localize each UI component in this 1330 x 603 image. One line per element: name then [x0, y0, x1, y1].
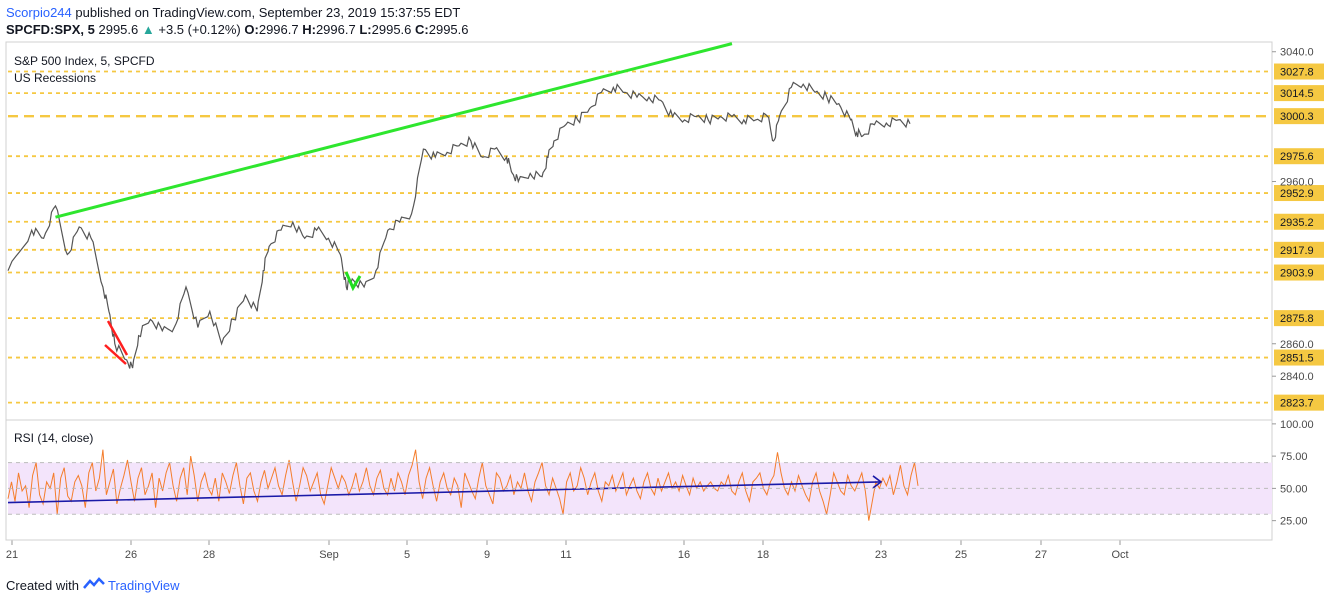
level-label-bg	[1274, 394, 1324, 411]
rsi-trend-arrow[interactable]	[7, 481, 881, 504]
up-arrow-icon: ▲	[141, 22, 155, 37]
author-link[interactable]: Scorpio244	[6, 5, 72, 20]
level-label-bg	[1274, 264, 1324, 281]
price-change: +3.5 (+0.12%)	[158, 22, 241, 37]
level-label: 2823.7	[1280, 398, 1314, 410]
rsi-y-tick-label: 50.00	[1280, 483, 1308, 495]
x-tick-label: 5	[404, 549, 410, 561]
level-label: 2851.5	[1280, 353, 1314, 365]
y-tick-label: 2960.0	[1280, 177, 1314, 189]
level-label: 2875.8	[1280, 313, 1314, 325]
symbol-quote: SPCFD:SPX, 5 2995.6 ▲ +3.5 (+0.12%) O:29…	[6, 21, 469, 39]
low-value: 2995.6	[371, 22, 412, 37]
low-label: L:	[359, 22, 372, 37]
rsi-y-axis[interactable]: 100.00 75.00 50.00 25.00	[1272, 419, 1314, 528]
open-label: O:	[244, 22, 259, 37]
price-panel-frame	[5, 41, 1273, 421]
level-label-bg	[1274, 241, 1324, 258]
level-label-bg	[1274, 85, 1324, 102]
level-label: 3027.8	[1280, 67, 1314, 79]
x-tick-label: 25	[955, 549, 967, 561]
level-lines	[8, 70, 1272, 404]
published-text: published on TradingView.com, September …	[71, 5, 461, 20]
publish-info: Scorpio244 published on TradingView.com,…	[6, 4, 460, 22]
rsi-series	[7, 449, 919, 521]
recession-label: US Recessions	[14, 71, 96, 85]
level-label-bg	[1274, 213, 1324, 230]
x-tick-label: 16	[678, 549, 690, 561]
symbol-label[interactable]: SPCFD:SPX, 5	[6, 22, 95, 37]
price-y-axis[interactable]: 3027.8 3014.5 3000.3 2975.6 2952.9 2935.2 2917…	[1272, 47, 1324, 411]
x-tick-label: 18	[757, 549, 769, 561]
open-value: 2996.7	[258, 22, 299, 37]
y-tick-label: 2840.0	[1280, 371, 1314, 383]
level-label-bg	[1274, 310, 1324, 327]
level-label: 2917.9	[1280, 245, 1314, 257]
x-tick-label: 26	[125, 549, 137, 561]
arrowhead-icon	[872, 475, 883, 489]
level-label: 2952.9	[1280, 188, 1314, 200]
rsi-y-tick-label: 100.00	[1280, 419, 1314, 431]
level-label-bg	[1274, 63, 1324, 80]
created-with-label: Created with	[6, 578, 79, 593]
x-tick-label: 23	[875, 549, 887, 561]
red-channel-line	[104, 344, 127, 365]
high-value: 2996.7	[315, 22, 356, 37]
uptrend-line[interactable]	[55, 42, 733, 219]
x-tick-label: 27	[1035, 549, 1047, 561]
high-label: H:	[302, 22, 316, 37]
footer: Created with TradingView	[6, 576, 180, 595]
x-tick-label: 28	[203, 549, 215, 561]
rsi-panel[interactable]: RSI (14, close) 100.00 75.00 50.00 25.00	[5, 419, 1314, 541]
level-label-bg	[1274, 349, 1324, 366]
rsi-title: RSI (14, close)	[14, 431, 93, 445]
price-panel[interactable]: S&P 500 Index, 5, SPCFD US Recessions 30…	[5, 41, 1324, 421]
price-series	[7, 81, 911, 369]
x-tick-label: 9	[484, 549, 490, 561]
close-label: C:	[415, 22, 429, 37]
level-label-bg	[1274, 108, 1324, 125]
tradingview-logo-icon	[82, 577, 105, 593]
rsi-y-tick-label: 25.00	[1280, 516, 1308, 528]
y-tick-label: 3040.0	[1280, 47, 1314, 59]
level-label: 2903.9	[1280, 268, 1314, 280]
level-label: 2975.6	[1280, 151, 1314, 163]
level-label-bg	[1274, 185, 1324, 202]
rsi-y-tick-label: 75.00	[1280, 451, 1308, 463]
last-price: 2995.6	[98, 22, 139, 37]
drawing-markers	[104, 271, 362, 365]
x-tick-label: Sep	[319, 549, 339, 561]
x-tick-label: 11	[560, 549, 571, 561]
green-check-mark	[344, 271, 362, 292]
time-axis[interactable]: 21 26 28 Sep 5 9 11 16 18 23 25 27 Oct	[6, 539, 1272, 561]
red-channel-line	[106, 320, 129, 356]
close-value: 2995.6	[428, 22, 469, 37]
tradingview-brand[interactable]: TradingView	[108, 578, 180, 593]
x-tick-label: Oct	[1111, 549, 1128, 561]
y-tick-label: 2860.0	[1280, 339, 1314, 351]
level-label-bg	[1274, 148, 1324, 165]
level-label: 3000.3	[1280, 111, 1314, 123]
x-tick-label: 21	[6, 549, 18, 561]
price-title: S&P 500 Index, 5, SPCFD	[14, 54, 155, 68]
level-label: 2935.2	[1280, 217, 1314, 229]
level-label: 3014.5	[1280, 88, 1314, 100]
